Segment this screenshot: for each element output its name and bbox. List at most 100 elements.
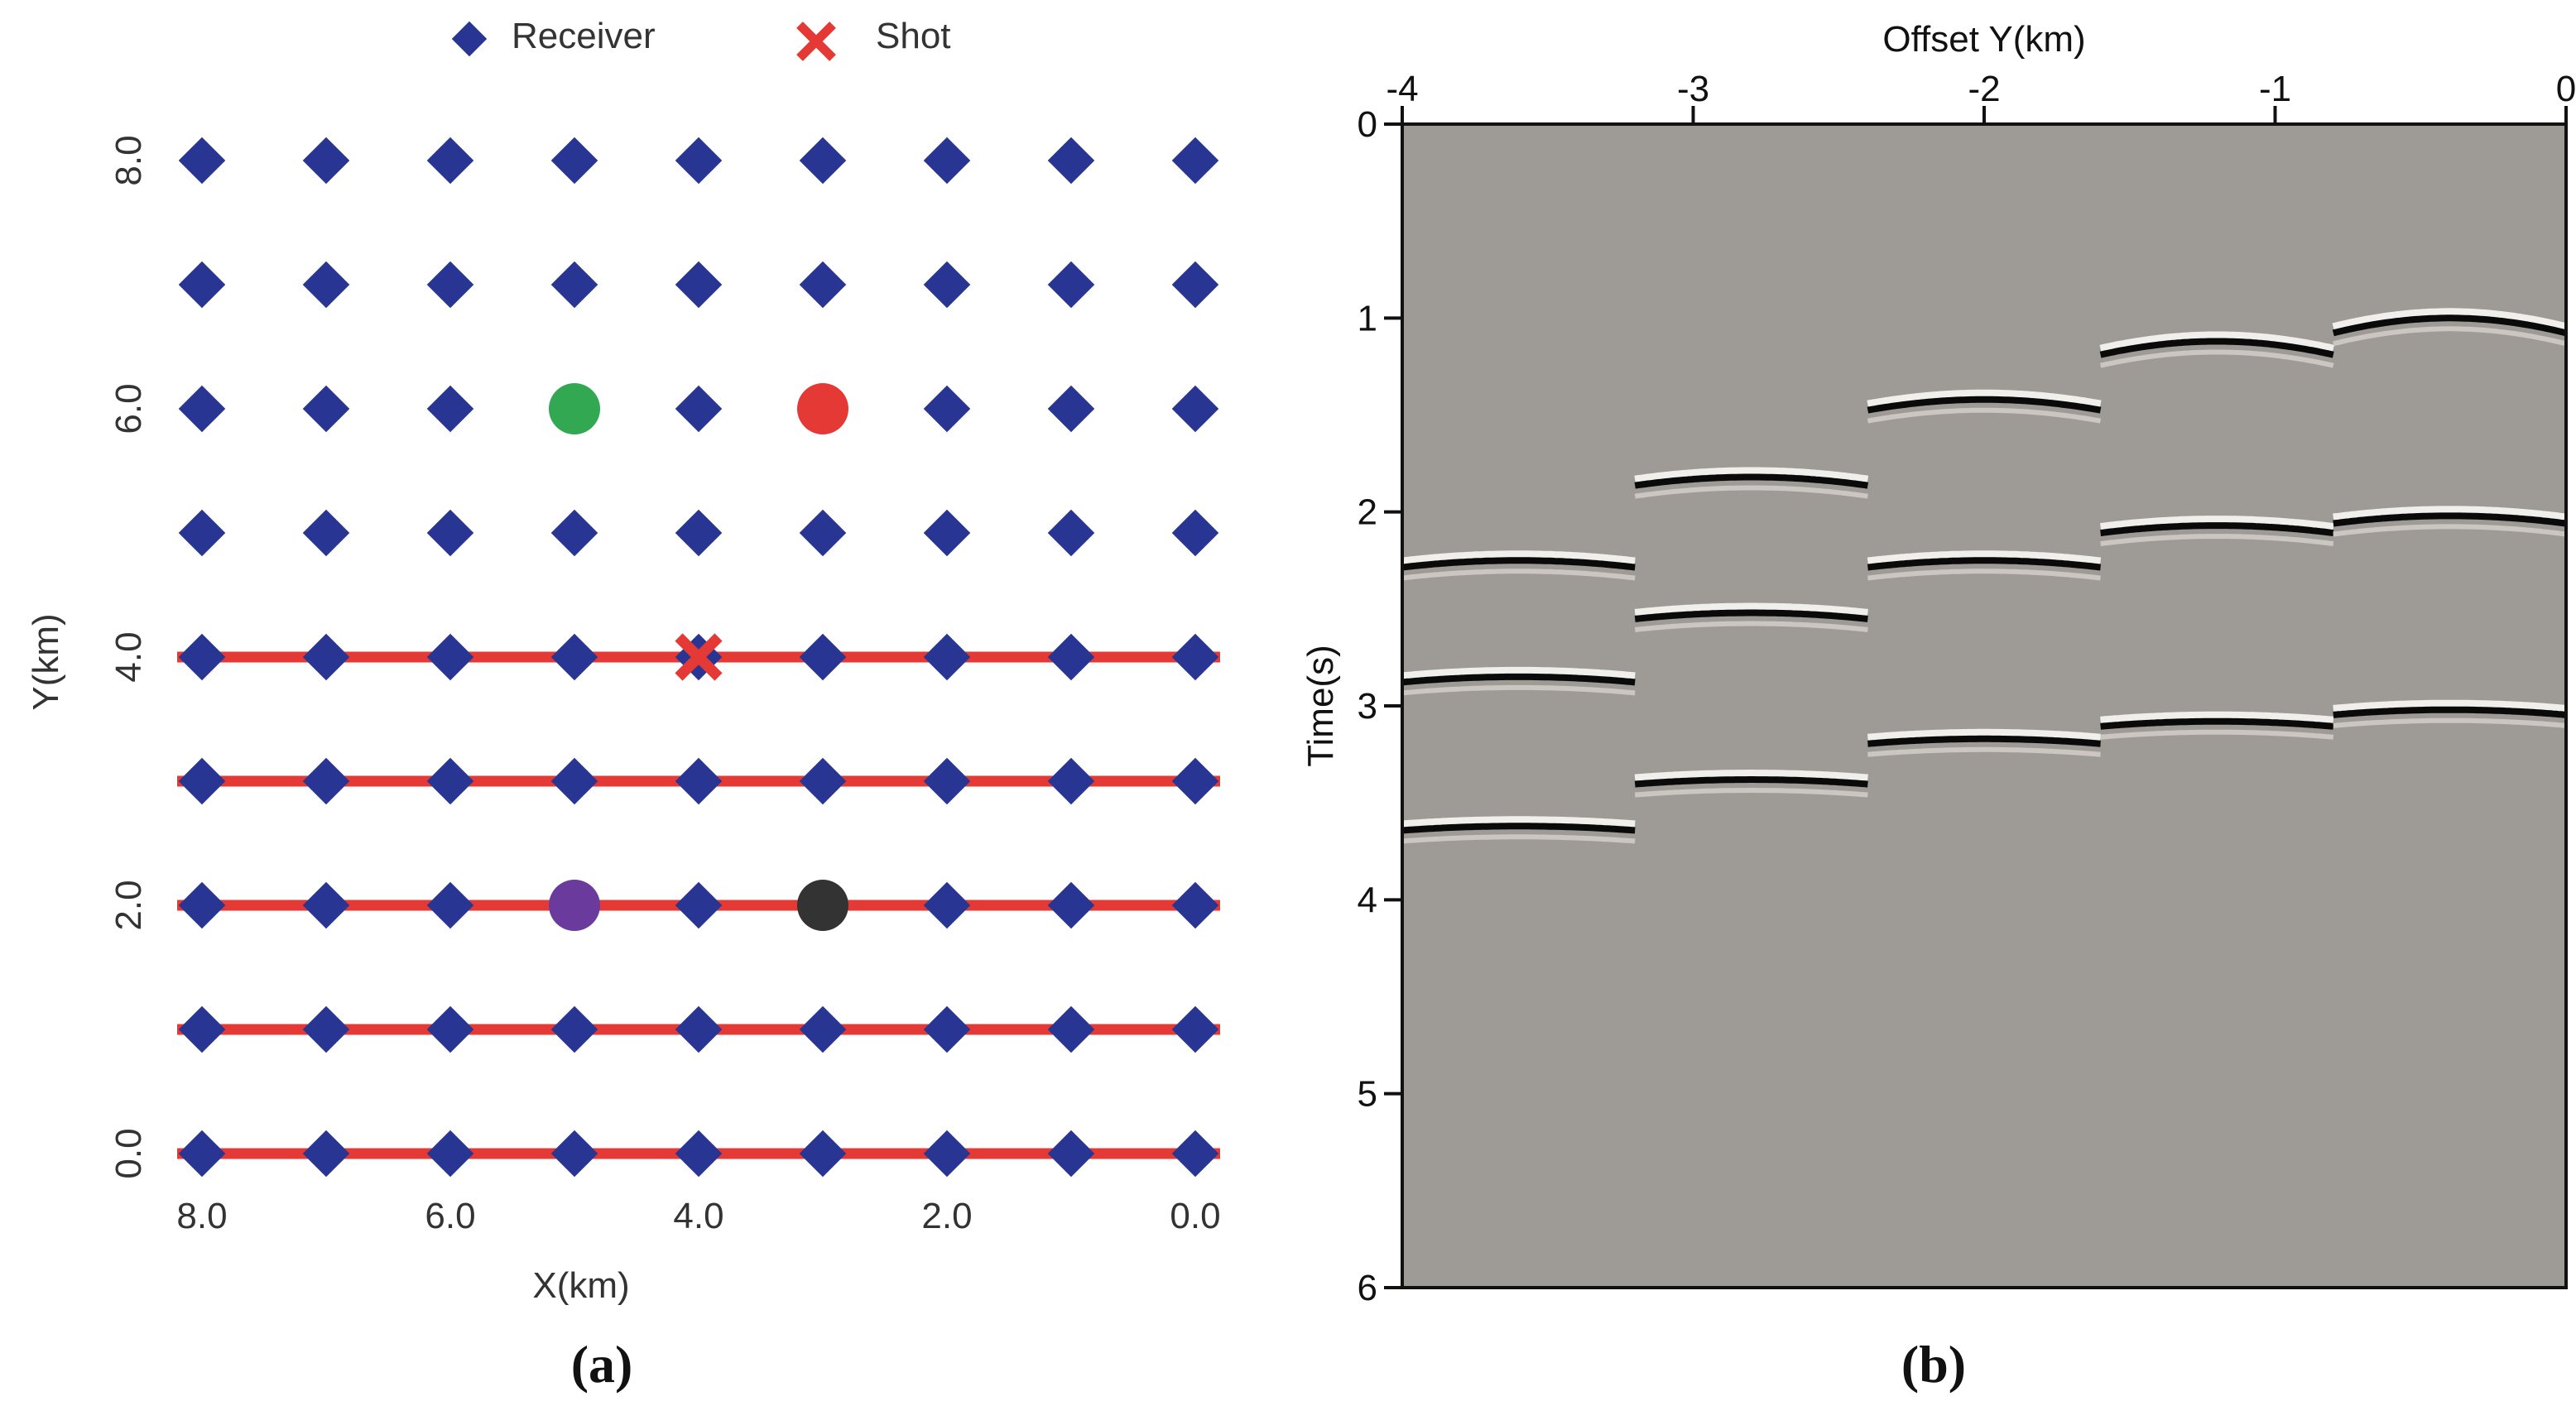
y-tick-label: 4.0: [108, 631, 149, 682]
receiver-marker: [178, 633, 226, 681]
y-axis-label-time: Time(s): [1300, 645, 1341, 766]
receiver-marker: [550, 509, 598, 557]
x-tick-label: 6.0: [425, 1196, 475, 1236]
receiver-marker: [923, 385, 971, 433]
reflection-events: [1402, 308, 2566, 844]
wavelet-side-lobe: [2099, 349, 2334, 368]
seismic-gather-panel: -4 -3 -2 -1 0 0 1 2 3 4 5 6 Offset Y(km) Time(s) (…: [1300, 19, 2576, 1394]
receiver-marker: [1047, 261, 1095, 309]
wavelet-white-lobe: [2100, 711, 2334, 725]
event-2-segment-3: [1867, 550, 2102, 581]
wavelet-side-lobe: [1634, 485, 1868, 499]
wavelet-black-lobe: [1867, 557, 2101, 571]
event-1-segment-1: [1402, 550, 1636, 581]
event-2-segment-1: [1402, 666, 1636, 696]
wavelet-white-lobe: [1867, 389, 2102, 409]
receiver-marker: [302, 261, 350, 309]
receiver-marker: [799, 633, 847, 681]
highlight-points: [549, 383, 848, 931]
receiver-marker: [675, 1005, 723, 1053]
wavelet-side-lobe: [1402, 684, 1636, 696]
receiver-marker: [923, 1005, 971, 1053]
receiver-marker: [675, 509, 723, 557]
wavelet-black-lobe: [1634, 776, 1868, 788]
wavelet-side-lobe: [1402, 569, 1636, 581]
legend-receiver-label: Receiver: [512, 16, 656, 56]
wavelet-white-lobe: [2100, 516, 2334, 531]
x-axis-title: Offset Y(km): [1882, 19, 2085, 60]
y-tick-label: 2.0: [108, 880, 149, 930]
wavelet-white-lobe: [2333, 699, 2566, 713]
wavelet-black-lobe: [2333, 706, 2566, 718]
event-3-segment-5: [2333, 699, 2566, 728]
receiver-marker: [426, 633, 474, 681]
receiver-marker: [923, 261, 971, 309]
receiver-marker: [799, 137, 847, 185]
receiver-marker: [923, 509, 971, 557]
receiver-marker: [550, 757, 598, 805]
wavelet-white-lobe: [1634, 467, 1869, 484]
receiver-marker: [1047, 881, 1095, 929]
wavelet-white-lobe: [1402, 816, 1636, 829]
receiver-marker: [675, 385, 723, 433]
wavelet-side-lobe: [1634, 621, 1868, 632]
receiver-layout-panel: Receiver Shot 8.0 6.0 4.0 2.0 0.0 0.0 2.0 4.0 6…: [26, 16, 1221, 1394]
receiver-marker: [923, 633, 971, 681]
event-1-segment-4: [2099, 331, 2334, 368]
wavelet-side-lobe: [2333, 326, 2566, 347]
y-tick-label: 8.0: [108, 135, 149, 185]
receiver-marker: [178, 1005, 226, 1053]
receiver-marker: [178, 385, 226, 433]
receiver-marker: [426, 757, 474, 805]
receiver-marker: [923, 881, 971, 929]
receiver-marker: [426, 881, 474, 929]
wavelet-black-lobe: [1634, 473, 1869, 489]
wavelet-black-lobe: [1402, 673, 1636, 686]
wavelet-black-lobe: [1634, 609, 1868, 622]
time-tick-label: 3: [1358, 686, 1377, 727]
wavelet-black-lobe: [1867, 396, 2102, 414]
receiver-marker: [1047, 509, 1095, 557]
wavelet-black-lobe: [2099, 338, 2334, 358]
legend-shot-label: Shot: [876, 16, 951, 56]
event-3-segment-4: [2100, 711, 2334, 740]
receiver-marker: [799, 757, 847, 805]
time-tick-label: 6: [1358, 1268, 1377, 1308]
receiver-marker: [1171, 881, 1219, 929]
receiver-marker: [302, 385, 350, 433]
wavelet-white-lobe: [1402, 666, 1636, 681]
receiver-marker: [550, 261, 598, 309]
receiver-marker: [1171, 261, 1219, 309]
event-2-segment-5: [2333, 506, 2566, 537]
legend-receiver-marker: [451, 21, 488, 57]
red-point: [797, 383, 848, 434]
receiver-marker: [923, 137, 971, 185]
receiver-marker: [302, 757, 350, 805]
x-tick-label: 2.0: [921, 1196, 972, 1236]
y-tick-labels: 0.0 2.0 4.0 6.0 8.0: [108, 135, 149, 1178]
x-tick-labels: 8.0 6.0 4.0 2.0 0.0: [176, 1196, 1220, 1236]
y-tick-label: 0.0: [108, 1128, 149, 1178]
receiver-marker: [675, 137, 723, 185]
receiver-marker: [426, 137, 474, 185]
receiver-marker: [426, 509, 474, 557]
receiver-marker: [675, 261, 723, 309]
wavelet-white-lobe: [1634, 602, 1868, 617]
time-tick-label: 1: [1358, 298, 1377, 338]
receiver-marker: [1171, 385, 1219, 433]
receiver-marker: [923, 1130, 971, 1178]
receiver-marker: [550, 137, 598, 185]
receiver-marker: [178, 1130, 226, 1178]
receiver-marker: [1047, 1005, 1095, 1053]
event-1-segment-2: [1634, 467, 1869, 499]
wavelet-black-lobe: [2332, 314, 2566, 337]
receiver-marker: [799, 509, 847, 557]
wavelet-black-lobe: [1402, 557, 1636, 571]
receiver-marker: [302, 137, 350, 185]
receiver-marker: [550, 1130, 598, 1178]
receiver-marker: [550, 633, 598, 681]
wavelet-side-lobe: [2333, 717, 2566, 728]
receiver-marker: [1171, 1005, 1219, 1053]
receiver-marker: [178, 509, 226, 557]
